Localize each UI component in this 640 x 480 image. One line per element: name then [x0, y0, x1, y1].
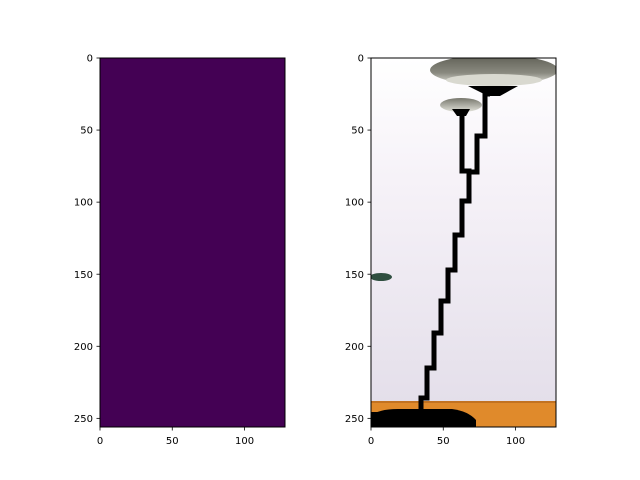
left-y-tick-label: 200: [74, 342, 93, 353]
left-y-tick-label: 250: [74, 414, 93, 425]
right-y-tick-label: 50: [351, 126, 364, 137]
small-shade-mount: [452, 109, 470, 116]
plant-leaf: [371, 273, 392, 281]
right-y-tick-label: 150: [345, 270, 364, 281]
right-image-panel: 0 50 100 0 50 100 150 200 250: [345, 54, 557, 447]
left-y-tick-label: 50: [80, 126, 93, 137]
lamp-stem-main: [418, 115, 472, 410]
right-axes-frame: [370, 57, 557, 428]
left-x-tick-label: 50: [166, 436, 179, 447]
left-heatmap-panel: 0 50 100 0 50 100 150 200 250: [74, 54, 286, 447]
large-shade-mount: [468, 86, 518, 96]
left-x-tick-label: 0: [97, 436, 103, 447]
left-axes-frame: [99, 57, 286, 428]
large-shade-underside: [446, 74, 542, 86]
right-y-tick-label: 200: [345, 342, 364, 353]
right-x-tick-label: 50: [437, 436, 450, 447]
left-y-tick-label: 150: [74, 270, 93, 281]
left-y-tick-label: 100: [74, 198, 93, 209]
left-axis-ticks: 0 50 100 0 50 100 150 200 250: [74, 54, 254, 447]
right-y-tick-label: 100: [345, 198, 364, 209]
small-lamp-shade: [440, 98, 482, 112]
right-x-tick-label: 100: [506, 436, 525, 447]
right-x-tick-label: 0: [368, 436, 374, 447]
heatmap-image: [100, 58, 285, 427]
right-axis-ticks: 0 50 100 0 50 100 150 200 250: [345, 54, 525, 447]
right-y-tick-label: 0: [358, 54, 364, 65]
lamp-photo: [371, 58, 556, 427]
lamp-base-left: [371, 412, 385, 427]
right-y-tick-label: 250: [345, 414, 364, 425]
lamp-base: [371, 409, 476, 427]
lamp-stem-arm: [470, 91, 490, 175]
left-y-tick-label: 0: [87, 54, 93, 65]
left-x-tick-label: 100: [235, 436, 254, 447]
